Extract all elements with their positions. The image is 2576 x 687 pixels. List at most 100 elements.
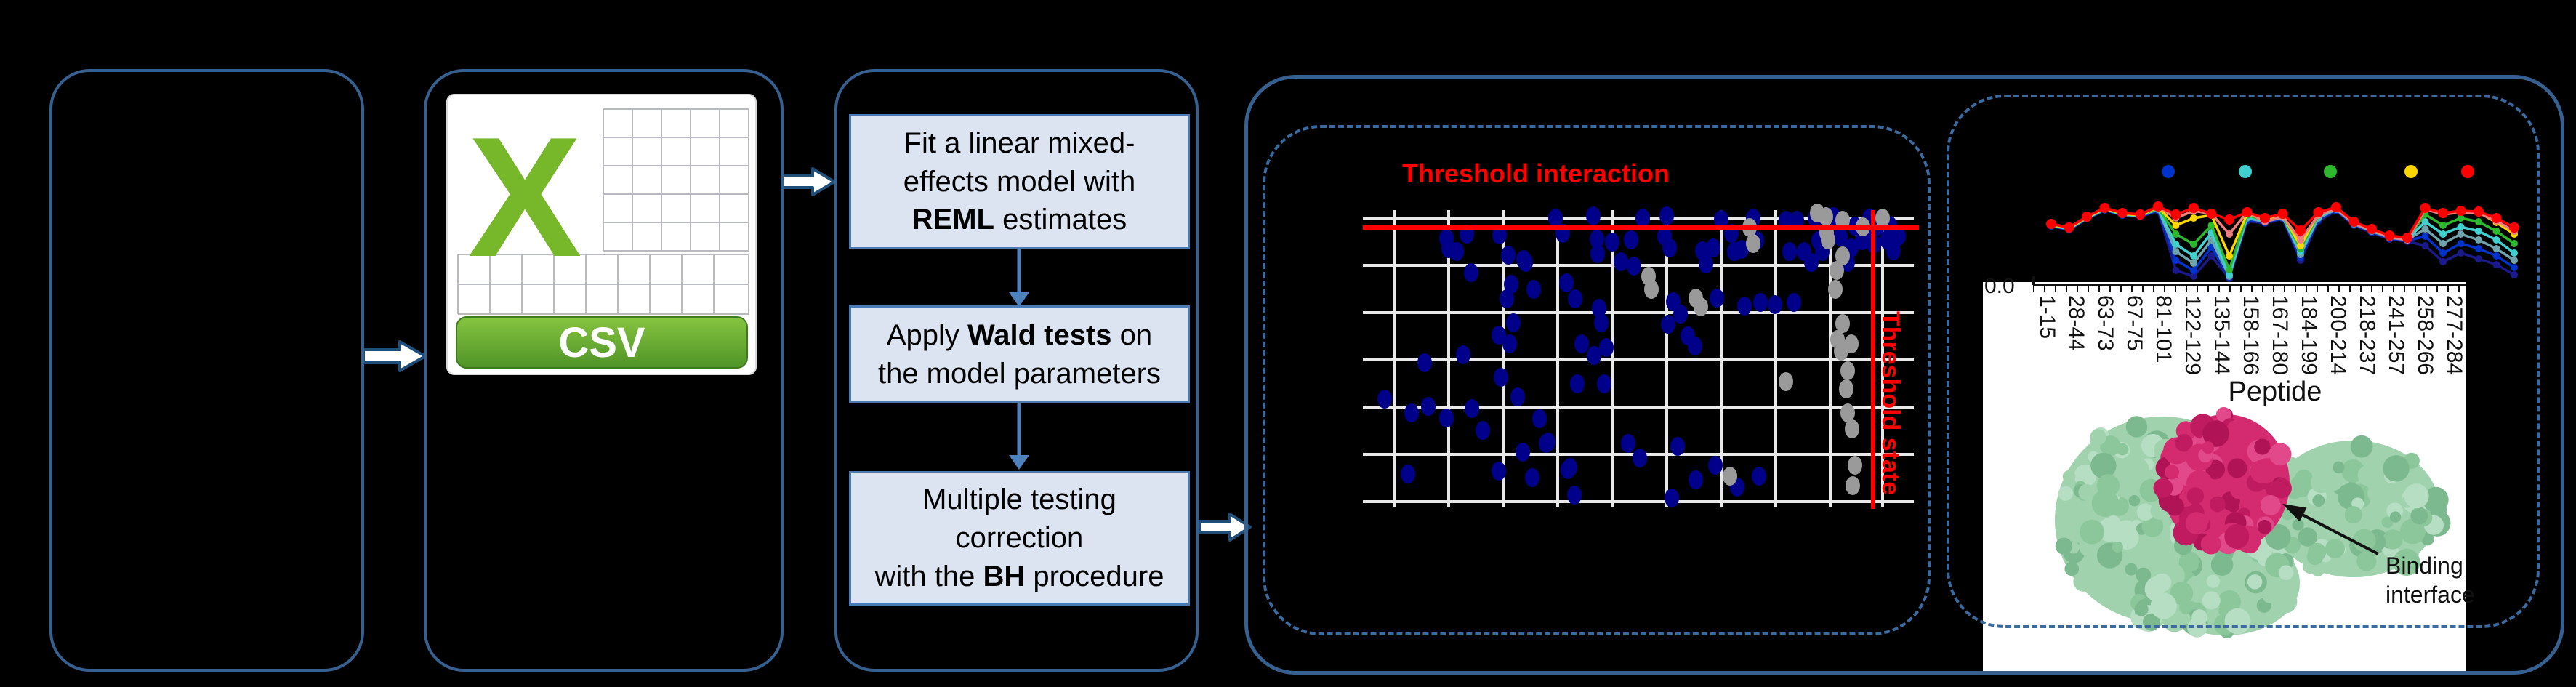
series-marker-red — [2277, 209, 2288, 219]
protein-surface-bump — [2152, 573, 2172, 592]
protein-surface-bump — [2080, 519, 2105, 545]
protein-surface-bump — [2090, 452, 2117, 479]
series-marker-green — [2511, 240, 2518, 247]
data-point-nonsignificant — [1840, 403, 1855, 422]
step1-text: estimates — [994, 204, 1127, 236]
protein-surface-bump — [2200, 534, 2221, 555]
data-point-significant — [1635, 209, 1650, 228]
data-point-significant — [1633, 449, 1647, 467]
data-point-nonsignificant — [1835, 211, 1850, 230]
data-point-significant — [1670, 437, 1685, 456]
data-point-nonsignificant — [1835, 314, 1850, 333]
protein-surface-bump — [2064, 561, 2080, 576]
csv-banner-label: CSV — [558, 319, 645, 366]
protein-surface-bump — [2227, 499, 2239, 513]
panel-input — [49, 69, 364, 672]
series-marker-green — [2207, 222, 2215, 229]
series-marker-cyan — [2475, 228, 2482, 235]
protein-surface-bump — [2136, 567, 2152, 583]
protein-surface-bump — [2170, 582, 2194, 606]
flow-connectors — [1009, 247, 1029, 470]
series-marker-red — [2242, 207, 2253, 217]
data-point-significant — [1476, 421, 1490, 440]
protein-surface-bump — [2383, 529, 2403, 550]
data-point-nonsignificant — [1779, 372, 1793, 391]
protein-surface-bump — [2175, 434, 2193, 452]
protein-surface-bump — [2128, 494, 2141, 507]
data-point-significant — [1752, 467, 1766, 486]
data-point-significant — [1790, 211, 1804, 230]
protein-surface-bump — [2357, 465, 2379, 486]
protein-surface-bump — [2116, 443, 2129, 456]
legend-dot — [2162, 165, 2175, 178]
data-point-significant — [1559, 273, 1574, 292]
protein-surface-bump — [2269, 443, 2292, 466]
series-marker-yellow — [2297, 242, 2304, 249]
protein-surface-bump — [2062, 470, 2076, 483]
protein-surface-bump — [2311, 562, 2325, 576]
step1-bold: REML — [911, 204, 994, 236]
protein-surface-bump — [2186, 487, 2205, 505]
binding-arrow-head — [2282, 504, 2307, 522]
protein-surface-bump — [2271, 478, 2292, 499]
series-marker-blue — [2492, 252, 2500, 260]
peptide-tick-label: 184-199 — [2297, 295, 2321, 376]
threshold-scatter-plot — [1363, 204, 1919, 509]
series-marker-red — [2331, 202, 2341, 212]
protein-surface-bump — [2292, 518, 2304, 531]
series-marker-cadet — [2439, 240, 2447, 247]
protein-surface-bump — [2125, 416, 2148, 438]
protein-surface-bump — [2381, 516, 2394, 529]
data-point-significant — [1586, 206, 1601, 225]
data-point-significant — [1833, 228, 1848, 246]
series-marker-red — [2189, 203, 2199, 213]
legend-dot — [2404, 165, 2418, 178]
series-marker-cyan — [2421, 218, 2429, 225]
protein-surface-bump — [2333, 461, 2345, 474]
series-marker-red — [2046, 219, 2056, 229]
binding-interface-label: Binding interface — [2386, 553, 2475, 608]
flow-step-reml: Fit a linear mixed- effects model with R… — [849, 114, 1190, 249]
data-point-nonsignificant — [1848, 456, 1862, 475]
protein-surface-bump — [2310, 472, 2332, 494]
peptide-tick-label: 1-15 — [2035, 295, 2059, 340]
peptide-tick-label: 135-144 — [2210, 295, 2234, 376]
data-point-significant — [1526, 280, 1541, 299]
series-marker-red — [2402, 233, 2412, 243]
step2-text: Apply — [886, 318, 967, 351]
series-marker-blue — [2457, 240, 2465, 247]
protein-surface-bump — [2250, 459, 2274, 483]
arrow-down-icon — [1009, 455, 1029, 470]
data-point-significant — [1567, 486, 1582, 505]
data-point-nonsignificant — [1839, 379, 1853, 398]
data-point-significant — [1421, 397, 1436, 416]
data-point-nonsignificant — [1834, 342, 1848, 361]
series-marker-cyan — [2439, 230, 2447, 238]
step2-bold: Wald tests — [967, 318, 1112, 351]
series-marker-navy — [2492, 261, 2500, 268]
series-marker-navy — [2421, 242, 2429, 249]
series-marker-red — [2206, 209, 2217, 219]
protein-surface-bump — [2312, 494, 2325, 507]
series-marker-green — [2439, 222, 2447, 229]
legend-dot — [2324, 165, 2337, 178]
protein-surface-bump — [2230, 482, 2247, 499]
protein-surface-bump — [2331, 517, 2359, 545]
series-marker-red — [2348, 217, 2359, 227]
data-point-significant — [1768, 295, 1782, 314]
protein-surface-bump — [2350, 435, 2373, 458]
hdx-ytick-label: 0.0 — [1984, 274, 2015, 298]
series-marker-yellow — [2226, 252, 2233, 260]
protein-surface-bump — [2209, 496, 2226, 513]
data-point-significant — [1787, 293, 1801, 312]
peptide-tick-label: 122-129 — [2181, 295, 2205, 376]
data-point-significant — [1501, 246, 1516, 265]
series-marker-red — [2260, 213, 2270, 223]
data-point-significant — [1673, 305, 1688, 324]
data-point-nonsignificant — [1830, 261, 1844, 280]
protein-surface-bump — [2220, 570, 2242, 592]
series-marker-cyan — [2457, 223, 2465, 230]
peptide-tick-label: 158-166 — [2239, 295, 2263, 376]
data-point-significant — [1734, 240, 1749, 259]
data-point-significant — [1710, 289, 1724, 308]
